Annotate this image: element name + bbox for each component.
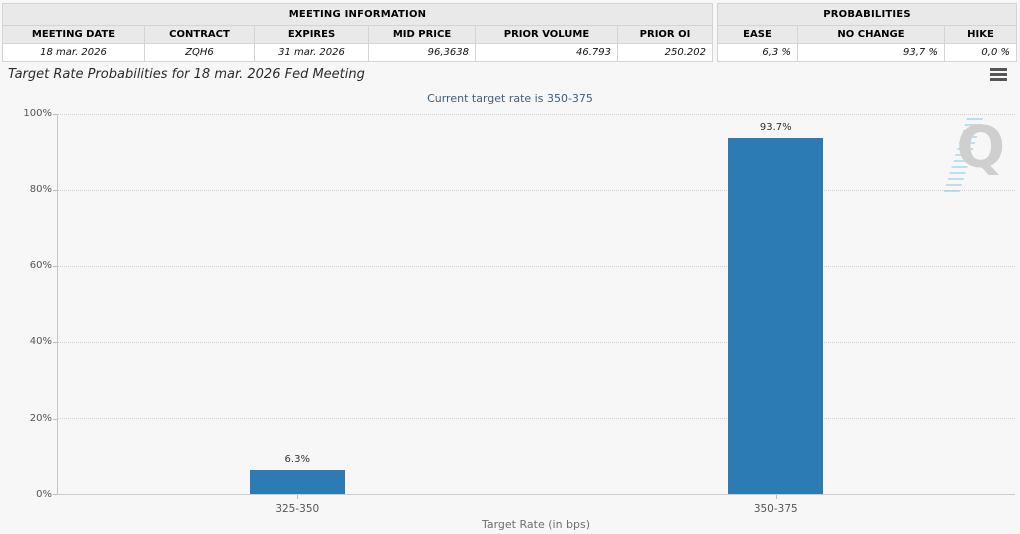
col-meeting-date: MEETING DATE	[2, 25, 145, 44]
y-tick-label: 20%	[29, 413, 52, 424]
x-axis-title: Target Rate (in bps)	[481, 518, 591, 531]
y-tick-mark	[53, 342, 57, 343]
info-tables-row: MEETING INFORMATION MEETING DATE CONTRAC…	[0, 0, 1020, 62]
x-tick-mark	[297, 495, 299, 499]
col-contract: CONTRACT	[144, 25, 255, 44]
probability-bar-chart: Current target rate is 350-375 Probabili…	[0, 87, 1020, 532]
mid-price-value: 96,3638	[368, 43, 476, 62]
y-tick-label: 100%	[23, 108, 52, 119]
category-band-350-375: 93.7% 350-375	[537, 114, 1016, 515]
y-tick-mark	[53, 419, 57, 420]
bar-value-label: 93.7%	[759, 121, 792, 133]
gridline	[58, 418, 1015, 419]
y-tick-mark	[53, 114, 57, 115]
no-change-value: 93,7 %	[796, 43, 945, 62]
col-mid-price: MID PRICE	[368, 25, 476, 44]
q-logo-icon: Q	[956, 115, 1005, 181]
contract-value: ZQH6	[144, 43, 255, 62]
chart-subtitle: Current target rate is 350-375	[427, 92, 593, 105]
hike-value: 0,0 %	[943, 43, 1018, 62]
col-expires: EXPIRES	[254, 25, 369, 44]
category-band-325-350: 6.3% 325-350	[58, 114, 537, 515]
bar-350-375[interactable]	[728, 137, 824, 494]
y-tick-label: 0%	[36, 489, 52, 500]
x-tick-label: 325-350	[275, 503, 320, 515]
gridline	[58, 266, 1015, 267]
page-title: Target Rate Probabilities for 18 mar. 20…	[8, 67, 365, 82]
plot-area: 100% 80% 60% 40% 20% 0% 6.3% 325-350 93.…	[23, 108, 1016, 515]
y-tick-label: 80%	[29, 184, 52, 195]
col-prior-volume: PRIOR VOLUME	[475, 25, 618, 44]
prior-oi-value: 250.202	[617, 43, 713, 62]
prior-volume-value: 46.793	[475, 43, 618, 62]
col-ease: EASE	[716, 25, 798, 44]
bar-value-label: 6.3%	[284, 454, 310, 466]
y-tick-mark	[53, 266, 57, 267]
bar-series: 6.3% 325-350 93.7% 350-375	[58, 114, 1016, 515]
expires-value: 31 mar. 2026	[254, 43, 369, 62]
bar-325-350[interactable]	[249, 470, 345, 494]
col-hike: HIKE	[943, 25, 1018, 44]
x-tick-label: 350-375	[753, 503, 798, 515]
quikstrike-watermark: Q	[943, 118, 1005, 194]
y-tick-label: 40%	[29, 336, 52, 347]
gridline	[58, 190, 1015, 191]
ease-value: 6,3 %	[716, 43, 798, 62]
gridline	[58, 494, 1015, 495]
y-tick-mark	[53, 494, 57, 495]
gridline	[58, 342, 1015, 343]
col-no-change: NO CHANGE	[796, 25, 945, 44]
gridline	[58, 114, 1015, 115]
y-tick-mark	[53, 190, 57, 191]
probabilities-header: PROBABILITIES	[716, 3, 1018, 26]
y-tick-label: 60%	[29, 260, 52, 271]
hamburger-menu-icon[interactable]	[990, 66, 1008, 83]
meeting-information-table: MEETING INFORMATION MEETING DATE CONTRAC…	[2, 3, 713, 62]
meeting-information-header: MEETING INFORMATION	[2, 3, 713, 26]
table-row: 6,3 % 93,7 % 0,0 %	[716, 43, 1018, 62]
meeting-date-value: 18 mar. 2026	[2, 43, 145, 62]
x-tick-mark	[775, 495, 777, 499]
col-prior-oi: PRIOR OI	[617, 25, 713, 44]
chart-title-bar: Target Rate Probabilities for 18 mar. 20…	[0, 62, 1020, 87]
table-row: 18 mar. 2026 ZQH6 31 mar. 2026 96,3638 4…	[2, 43, 713, 62]
probabilities-table: PROBABILITIES EASE NO CHANGE HIKE 6,3 % …	[716, 3, 1018, 62]
